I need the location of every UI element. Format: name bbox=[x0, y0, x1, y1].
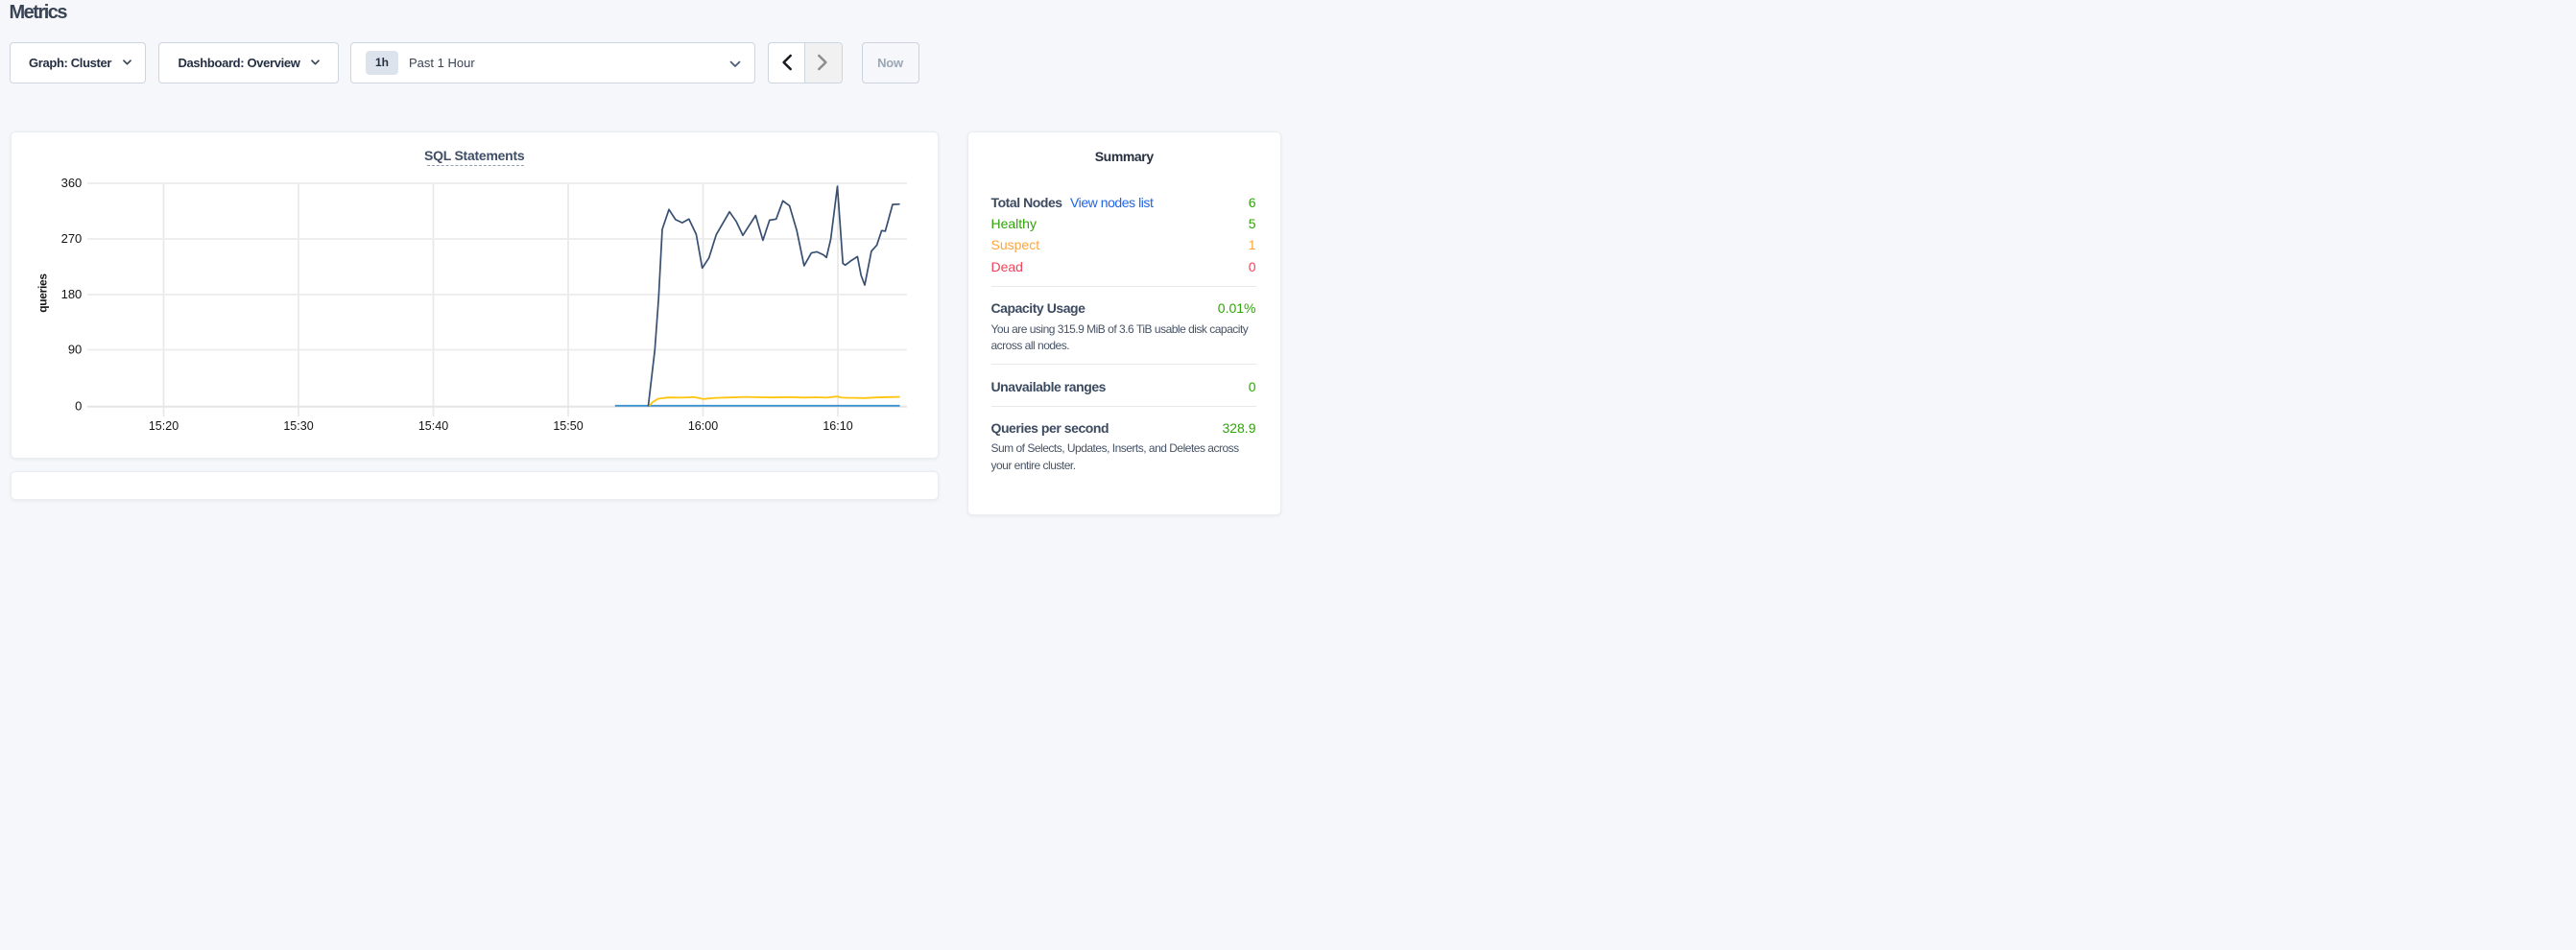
svg-text:180: 180 bbox=[60, 287, 82, 301]
svg-text:0: 0 bbox=[75, 399, 82, 414]
svg-text:queries: queries bbox=[36, 273, 49, 313]
svg-text:15:30: 15:30 bbox=[283, 419, 313, 433]
svg-text:15:40: 15:40 bbox=[417, 419, 447, 433]
svg-text:270: 270 bbox=[60, 231, 82, 246]
svg-text:16:10: 16:10 bbox=[823, 419, 852, 433]
svg-text:16:00: 16:00 bbox=[687, 419, 717, 433]
svg-text:15:50: 15:50 bbox=[553, 419, 583, 433]
svg-text:90: 90 bbox=[67, 343, 81, 357]
svg-text:15:20: 15:20 bbox=[148, 419, 178, 433]
svg-text:360: 360 bbox=[60, 176, 82, 190]
